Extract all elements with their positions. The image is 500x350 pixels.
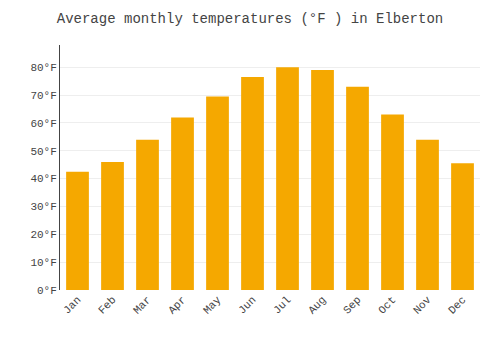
svg-text:Sep: Sep	[341, 294, 363, 316]
svg-text:60°F: 60°F	[30, 118, 56, 130]
svg-text:Jun: Jun	[236, 294, 258, 316]
svg-text:Oct: Oct	[376, 294, 398, 316]
svg-text:70°F: 70°F	[30, 90, 56, 102]
svg-text:40°F: 40°F	[30, 173, 56, 185]
svg-text:Average monthly temperatures (: Average monthly temperatures (°F ) in El…	[57, 11, 443, 27]
svg-text:Aug: Aug	[306, 294, 328, 316]
svg-text:Jan: Jan	[61, 294, 83, 316]
svg-text:Jul: Jul	[271, 294, 293, 316]
svg-text:0°F: 0°F	[37, 285, 57, 297]
svg-text:Feb: Feb	[96, 294, 118, 316]
svg-text:20°F: 20°F	[30, 229, 56, 241]
svg-text:May: May	[201, 294, 224, 317]
svg-text:30°F: 30°F	[30, 201, 56, 213]
svg-text:Apr: Apr	[166, 294, 188, 316]
svg-text:Dec: Dec	[446, 294, 468, 316]
svg-text:80°F: 80°F	[30, 62, 56, 74]
svg-text:10°F: 10°F	[30, 257, 56, 269]
svg-text:50°F: 50°F	[30, 146, 56, 158]
svg-text:Mar: Mar	[131, 294, 153, 316]
svg-text:Nov: Nov	[411, 294, 434, 317]
